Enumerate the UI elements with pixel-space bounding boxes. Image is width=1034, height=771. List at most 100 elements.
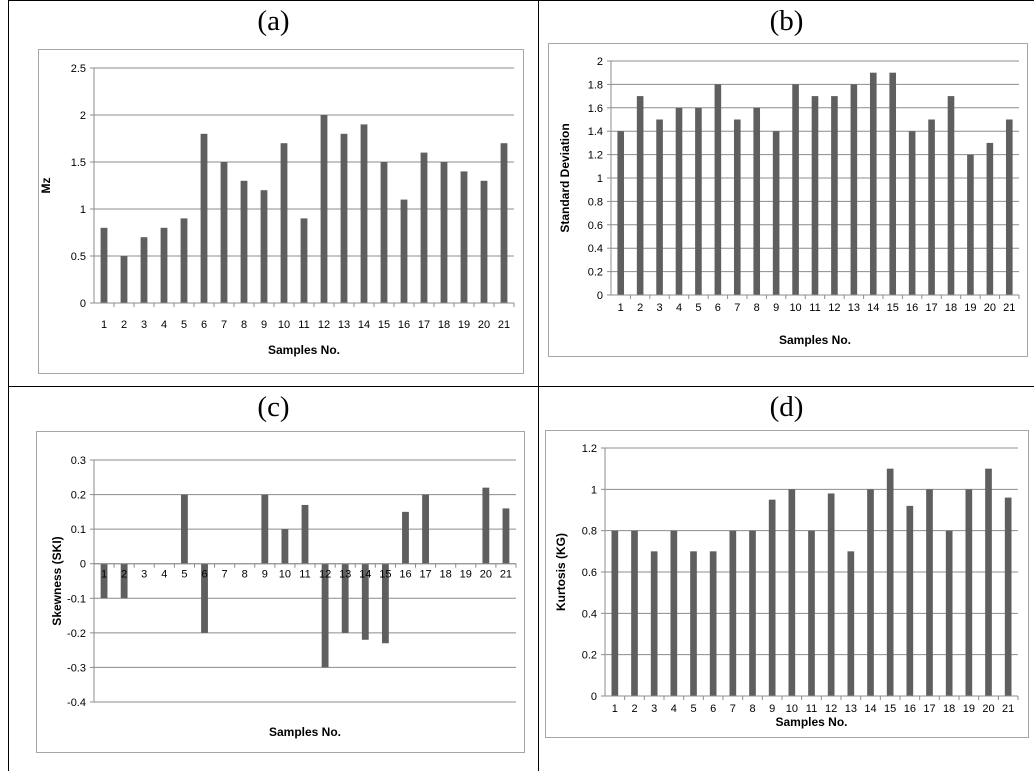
bar-b-2 bbox=[637, 96, 644, 295]
bar-chart-a: 00.511.522.51 2 3 4 5 6 7 8 9 10 11 12 13 14 15 16 17 18 1… bbox=[38, 49, 524, 374]
xtick-label-b-5: 5 bbox=[695, 302, 701, 314]
bar-a-3 bbox=[141, 237, 148, 303]
bar-a-20 bbox=[481, 181, 488, 303]
panel-label-d: (d) bbox=[539, 391, 1034, 424]
xtick-label-a-9: 9 bbox=[261, 319, 267, 331]
xtick-label-b-6: 6 bbox=[715, 302, 721, 314]
bar-c-5 bbox=[181, 495, 188, 564]
ytick-label-b-2: 0.4 bbox=[588, 243, 603, 255]
xtick-label-c-1: 1 bbox=[101, 569, 107, 581]
bar-b-17 bbox=[928, 120, 935, 296]
panel-d: (d) 0 0.2 0.4 0.6 0.8 1 1.2 1 2 3 4 5 6 7 8 9 10 11 12 13 14… bbox=[539, 387, 1034, 771]
xtick-label-b-13: 13 bbox=[848, 302, 860, 314]
xtick-label-c-8: 8 bbox=[242, 569, 248, 581]
bar-a-15 bbox=[381, 162, 388, 303]
panel-label-b: (b) bbox=[539, 5, 1034, 38]
bar-d-5 bbox=[690, 551, 697, 696]
bar-b-7 bbox=[734, 120, 741, 296]
x-axis-title-a: Samples No. bbox=[268, 343, 340, 357]
xtick-label-b-17: 17 bbox=[925, 302, 937, 314]
bar-b-12 bbox=[831, 96, 838, 295]
xtick-label-c-11: 11 bbox=[299, 569, 310, 581]
bar-a-6 bbox=[201, 134, 208, 303]
bar-d-14 bbox=[867, 489, 874, 696]
ytick-label-a-2: 1 bbox=[80, 204, 86, 216]
bar-d-17 bbox=[926, 489, 933, 696]
bar-b-19 bbox=[967, 155, 974, 295]
bar-a-13 bbox=[341, 134, 348, 303]
xtick-label-d-20: 20 bbox=[982, 703, 994, 715]
ytick-label-a-0: 0 bbox=[80, 298, 86, 310]
bar-d-7 bbox=[729, 531, 736, 696]
ytick-label-b-9: 1.8 bbox=[588, 79, 603, 91]
xtick-label-d-19: 19 bbox=[963, 703, 975, 715]
bar-a-9 bbox=[261, 190, 268, 303]
xtick-label-d-9: 9 bbox=[769, 703, 775, 715]
bar-c-16 bbox=[402, 512, 409, 564]
xtick-label-d-21: 21 bbox=[1002, 703, 1014, 715]
ytick-label-b-0: 0 bbox=[597, 290, 603, 302]
xtick-label-d-10: 10 bbox=[786, 703, 798, 715]
ytick-label-c-6: 0.2 bbox=[71, 490, 86, 502]
bar-b-9 bbox=[773, 131, 780, 295]
x-axis-title-c: Samples No. bbox=[269, 725, 341, 739]
xtick-label-a-17: 17 bbox=[418, 319, 430, 331]
xtick-label-c-16: 16 bbox=[399, 569, 411, 581]
xtick-label-b-4: 4 bbox=[676, 302, 682, 314]
xtick-label-b-19: 19 bbox=[964, 302, 976, 314]
xtick-label-b-1: 1 bbox=[618, 302, 624, 314]
xtick-label-b-12: 12 bbox=[828, 302, 840, 314]
bar-b-21 bbox=[1006, 120, 1013, 296]
bar-d-3 bbox=[651, 551, 658, 696]
bar-a-5 bbox=[181, 218, 188, 303]
xtick-label-c-20: 20 bbox=[480, 569, 492, 581]
ytick-label-b-8: 1.6 bbox=[588, 103, 603, 115]
xtick-label-c-19: 19 bbox=[460, 569, 472, 581]
xtick-label-d-12: 12 bbox=[825, 703, 837, 715]
xtick-label-d-7: 7 bbox=[730, 703, 736, 715]
xtick-label-a-18: 18 bbox=[438, 319, 450, 331]
panel-b: (b) 0 0.2 0.4 0.6 0.8 1 1.2 1.4 1.6 1.8 2 1 2 3 4 5 6 7 8 9… bbox=[539, 1, 1034, 386]
xtick-label-b-11: 11 bbox=[809, 302, 820, 314]
ytick-label-a-3: 1.5 bbox=[71, 157, 86, 169]
xtick-label-d-15: 15 bbox=[884, 703, 896, 715]
ytick-label-b-5: 1 bbox=[597, 173, 603, 185]
bar-b-15 bbox=[889, 73, 896, 295]
bar-d-18 bbox=[946, 531, 953, 696]
xtick-label-c-3: 3 bbox=[141, 569, 147, 581]
xtick-label-d-17: 17 bbox=[923, 703, 935, 715]
ytick-label-d-4: 0.8 bbox=[582, 526, 597, 538]
xtick-label-a-21: 21 bbox=[498, 319, 510, 331]
bar-d-8 bbox=[749, 531, 756, 696]
xtick-label-a-6: 6 bbox=[201, 319, 207, 331]
bar-d-4 bbox=[670, 531, 677, 696]
bar-b-11 bbox=[812, 96, 819, 295]
bar-a-8 bbox=[241, 181, 248, 303]
y-axis-title-b: Standard Deviation bbox=[558, 123, 572, 232]
bar-b-5 bbox=[695, 108, 702, 295]
bar-a-18 bbox=[441, 162, 448, 303]
bar-c-21 bbox=[503, 508, 510, 563]
xtick-label-d-13: 13 bbox=[845, 703, 857, 715]
bar-d-1 bbox=[611, 531, 618, 696]
xtick-label-b-2: 2 bbox=[637, 302, 643, 314]
xtick-label-a-15: 15 bbox=[378, 319, 390, 331]
xtick-label-d-1: 1 bbox=[612, 703, 618, 715]
ytick-label-c-1: -0.3 bbox=[67, 662, 86, 674]
ytick-label-d-6: 1.2 bbox=[582, 443, 597, 455]
bar-a-1 bbox=[101, 228, 108, 303]
bar-a-21 bbox=[501, 143, 508, 303]
panel-c: (c) -0.4 -0.3 -0.2 -0.1 0 0.1 0.2 0.3 1 2 3 4 5 6 7 8 9 1… bbox=[9, 387, 538, 771]
ytick-label-b-7: 1.4 bbox=[588, 126, 603, 138]
bar-b-10 bbox=[792, 84, 799, 295]
xtick-label-c-2: 2 bbox=[121, 569, 127, 581]
xtick-label-c-14: 14 bbox=[359, 569, 371, 581]
bar-b-14 bbox=[870, 73, 877, 295]
xtick-label-b-7: 7 bbox=[734, 302, 740, 314]
xtick-label-d-5: 5 bbox=[690, 703, 696, 715]
bar-a-11 bbox=[301, 218, 308, 303]
xtick-label-a-19: 19 bbox=[458, 319, 470, 331]
bar-d-6 bbox=[710, 551, 717, 696]
xtick-label-a-16: 16 bbox=[398, 319, 410, 331]
bar-d-21 bbox=[1005, 498, 1012, 696]
